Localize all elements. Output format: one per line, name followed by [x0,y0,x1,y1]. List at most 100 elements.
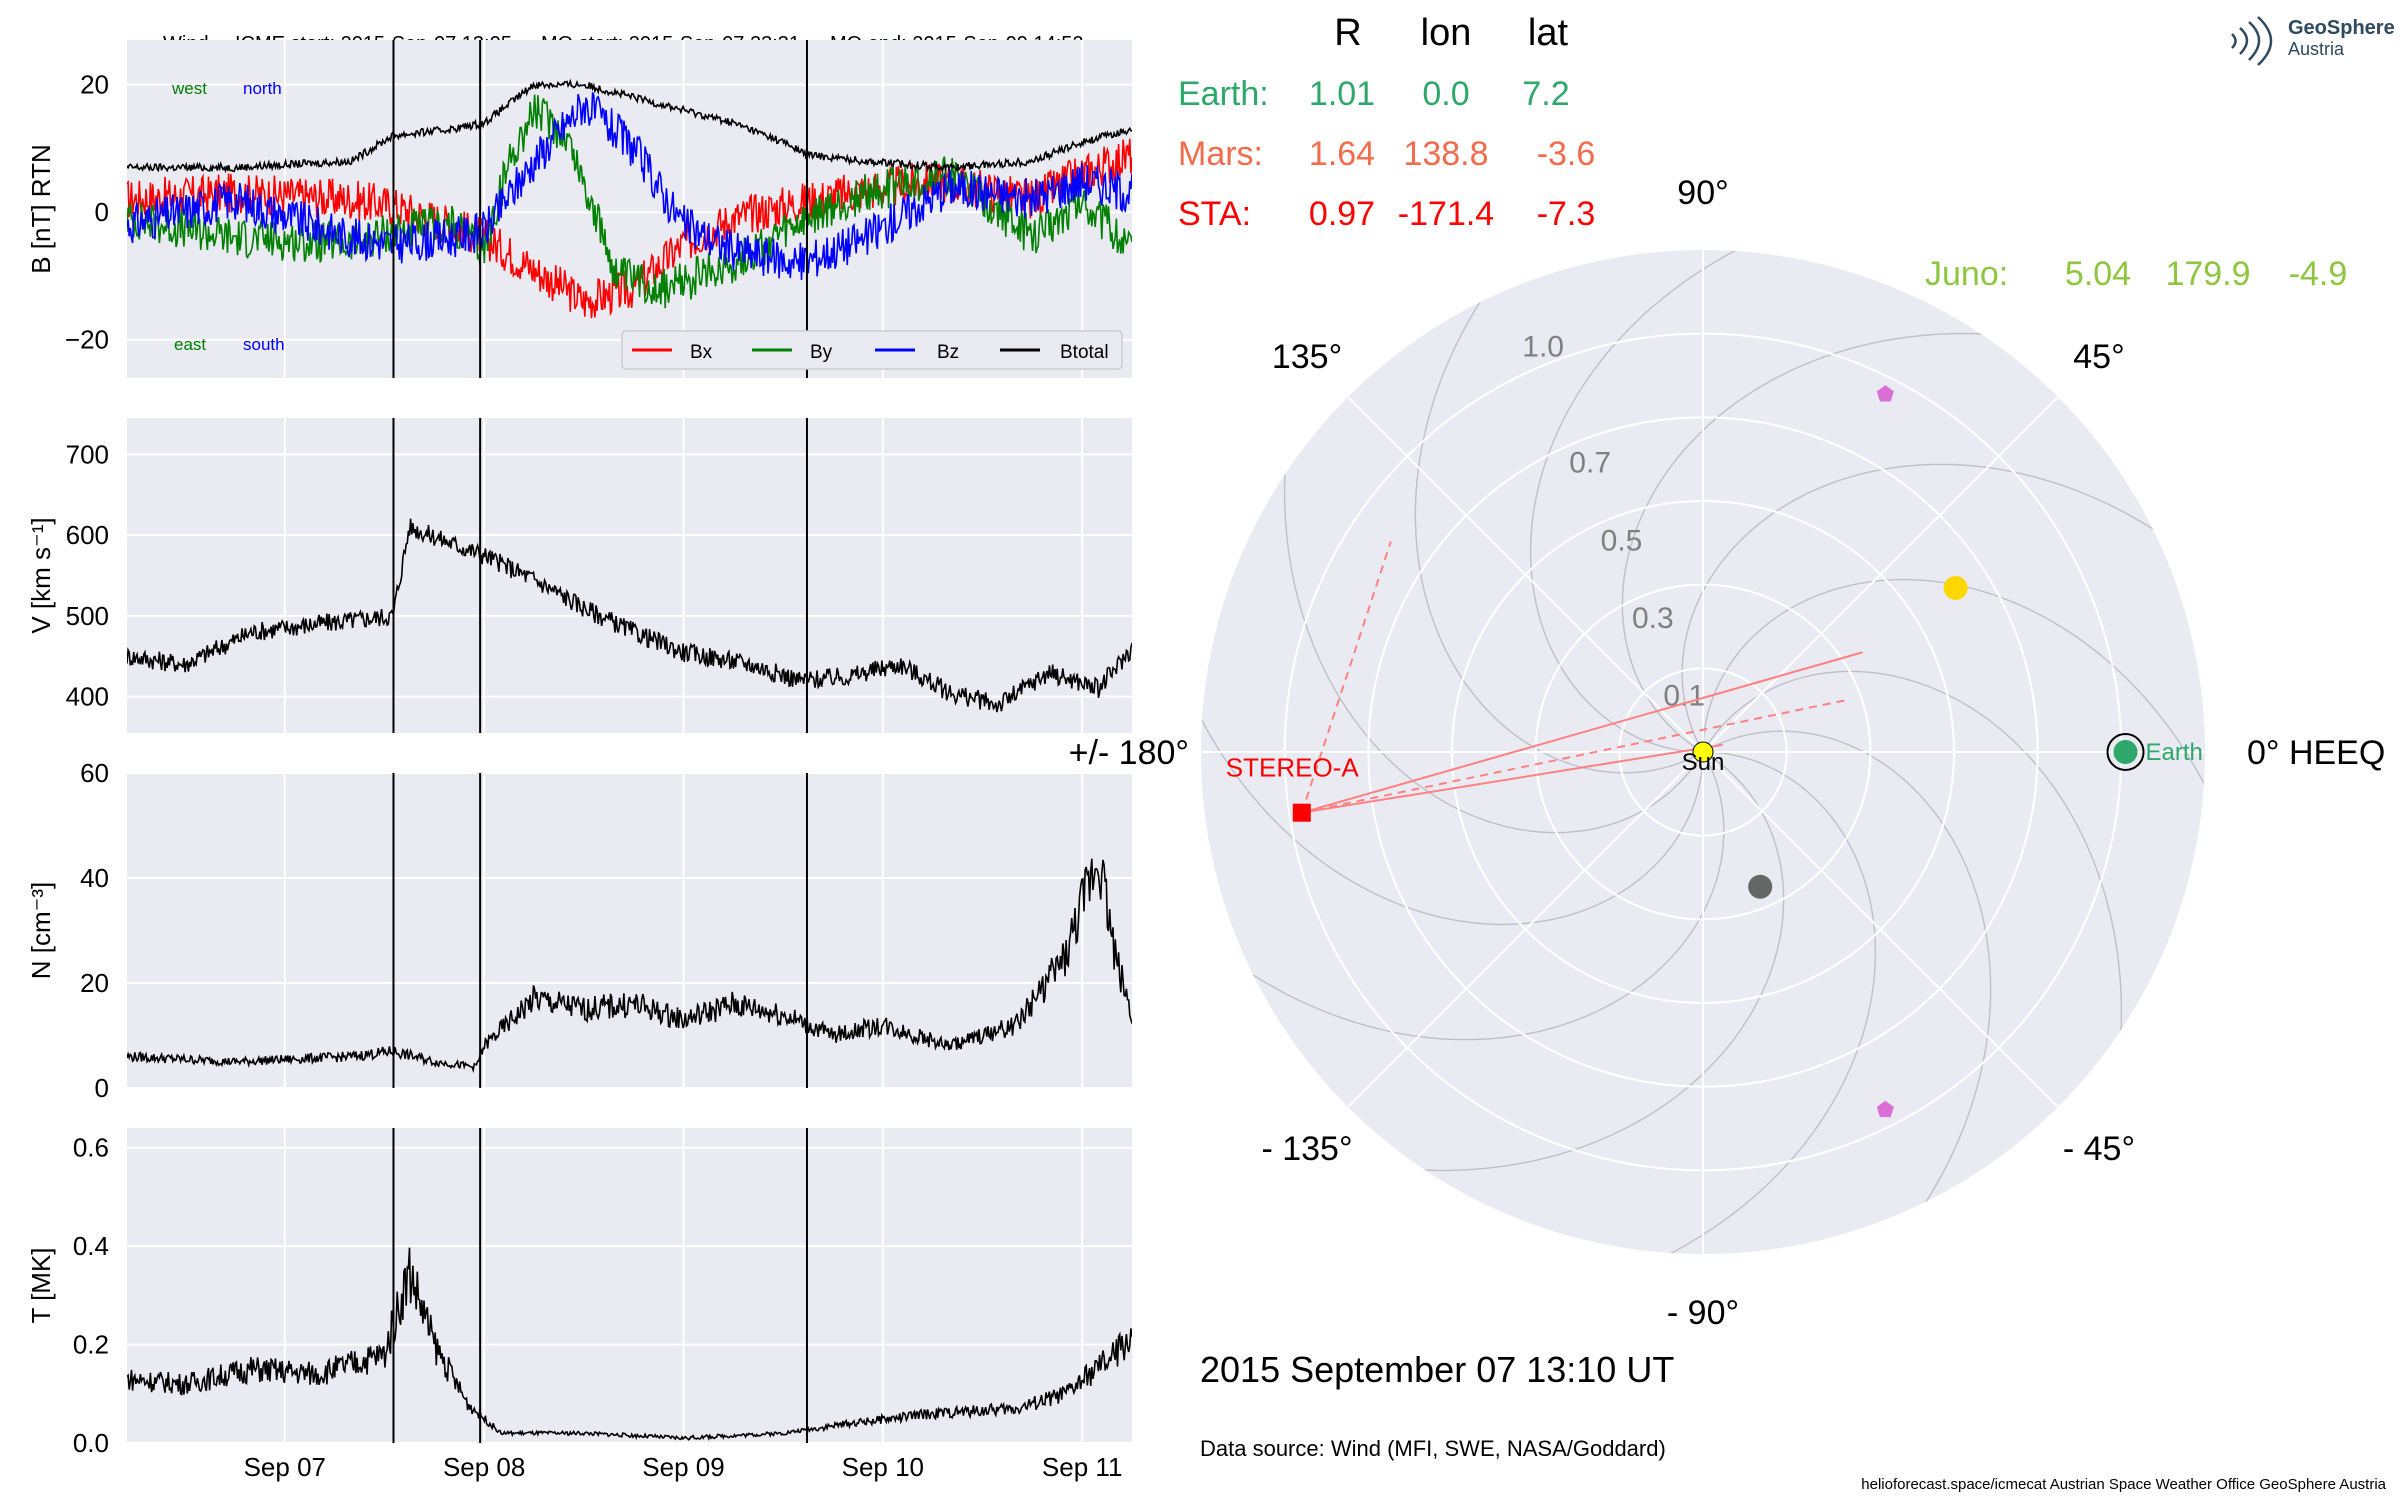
parker-spiral-line [1201,602,1704,926]
parker-lower-marker [1876,1100,1894,1118]
col-header-r: R [1334,12,1361,54]
stereo-a-marker [1292,803,1311,822]
polar-angle-label: 90° [1677,174,1728,212]
row-earth-name: Earth: [1178,75,1269,113]
temperature-ytick-label: 0.4 [73,1231,109,1261]
series-btotal-line [127,78,1132,174]
polar-grid-spoke [1347,751,1704,1108]
polar-angle-label: 0° HEEQ [2247,734,2385,772]
timeseries-panels: −20 0 20 B [nT] RTN 400 500 600 700 V [km s⁻¹] 0 2… [26,40,1132,1482]
polar-angle-label: - 45° [2063,1130,2135,1168]
row-juno-lon: 179.9 [2165,255,2250,293]
row-juno-lat: -4.9 [2289,255,2348,293]
row-earth-lat: 7.2 [1522,75,1569,113]
polar-angle-label: - 90° [1667,1294,1739,1332]
series-v-line [127,518,1132,713]
west-label: west [171,79,207,98]
parker-spiral-line [1702,578,2205,902]
col-header-lon: lon [1421,12,1472,54]
xtick-label: Sep 10 [842,1452,924,1482]
parker-upper-marker [1876,385,1894,402]
temperature-background [127,1128,1132,1443]
sun-marker [1692,741,1714,763]
temperature-ytick-label: 0.2 [73,1330,109,1360]
density-ytick-label: 60 [80,758,109,788]
col-header-lat: lat [1528,12,1569,54]
legend-bz: Bz [937,342,959,363]
earth-marker [2113,740,2138,764]
row-mars: Mars: 1.64 138.8 -3.6 [1178,135,1595,173]
parker-spiral-line [1301,751,1785,1172]
density-panel: 0 20 40 60 N [cm⁻³] [26,758,1132,1103]
polar-radial-label: 0.5 [1601,524,1643,557]
row-juno-r: 5.04 [2065,255,2131,293]
credits: helioforecast.space/icmecat Austrian Spa… [1861,1476,2386,1493]
fov-line [1301,743,1723,814]
parker-spiral-line [1702,670,2123,1154]
density-ytick-label: 20 [80,968,109,998]
parker-spiral-line [1553,751,1877,1254]
polar-grid-spoke [1347,396,1704,753]
temperature-ytick-label: 0.0 [73,1428,109,1458]
parker-spiral-line [1621,332,2105,753]
positions-table: R lon lat Earth: 1.01 0.0 7.2 Mars: 1.64… [1178,12,2347,293]
parker-spiral-line [1283,350,1704,834]
xtick-label: Sep 08 [443,1452,525,1482]
mercury-marker [1748,874,1773,899]
velocity-ytick-label: 700 [66,439,109,469]
xtick-label: Sep 07 [244,1452,326,1482]
row-earth: Earth: 1.01 0.0 7.2 [1178,75,1570,113]
geosphere-logo: GeoSphere Austria [2231,16,2395,66]
row-juno: Juno: 5.04 179.9 -4.9 [1925,255,2347,293]
row-earth-r: 1.01 [1309,75,1375,113]
earth-label: Earth [2146,739,2203,766]
temperature-panel: 0.0 0.2 0.4 0.6 T [MK] [26,1128,1132,1458]
series-bz-line [127,92,1132,281]
velocity-ylabel: V [km s⁻¹] [26,517,56,633]
row-mars-lat: -3.6 [1537,135,1596,173]
bfield-ytick-label: −20 [65,325,109,355]
series-t-line [127,1247,1132,1441]
fov-line [1301,651,1863,814]
row-sta-lon: -171.4 [1398,195,1494,233]
parker-spiral-line [1414,250,1704,774]
parker-spiral-line [1201,751,1725,1041]
stereo-a-fov [1300,541,1863,814]
bfield-ytick-label: 20 [80,70,109,100]
logo-text-line1: GeoSphere [2288,17,2395,39]
legend-frame [621,330,1123,370]
bfield-ytick-label: 0 [95,197,109,227]
logo-text-line2: Austria [2288,39,2345,59]
earth-ring [2106,733,2145,771]
xtick-label: Sep 09 [642,1452,724,1482]
parker-spiral-line [1681,463,2205,753]
row-sta-r: 0.97 [1309,195,1375,233]
density-ytick-label: 0 [95,1073,109,1103]
magnetic-annotations: west north east south Bx By Bz Btotal [171,79,1123,370]
polar-grid-spoke [1702,396,2059,753]
row-mars-lon: 138.8 [1403,135,1488,173]
legend-bx: Bx [690,342,713,363]
temperature-ylabel: T [MK] [26,1247,56,1323]
logo-icon [2231,16,2273,66]
plot-date: 2015 September 07 13:10 UT [1200,1349,1674,1390]
polar-angle-label: 135° [1272,338,1342,376]
density-ylabel: N [cm⁻³] [26,882,56,980]
east-label: east [174,335,206,354]
velocity-panel: 400 500 600 700 V [km s⁻¹] [26,418,1132,733]
temperature-ytick-label: 0.6 [73,1133,109,1163]
row-sta-name: STA: [1178,195,1251,233]
velocity-ytick-label: 400 [66,682,109,712]
north-label: north [243,79,282,98]
row-mars-name: Mars: [1178,135,1263,173]
legend-by: By [810,342,833,363]
data-source: Data source: Wind (MFI, SWE, NASA/Goddar… [1200,1436,1666,1461]
fov-line [1300,541,1392,813]
parker-spiral-line [1702,730,1992,1254]
venus-marker [1943,575,1968,600]
velocity-background [127,418,1132,733]
polar-grid-spoke [1702,751,2059,1108]
density-ytick-label: 40 [80,863,109,893]
